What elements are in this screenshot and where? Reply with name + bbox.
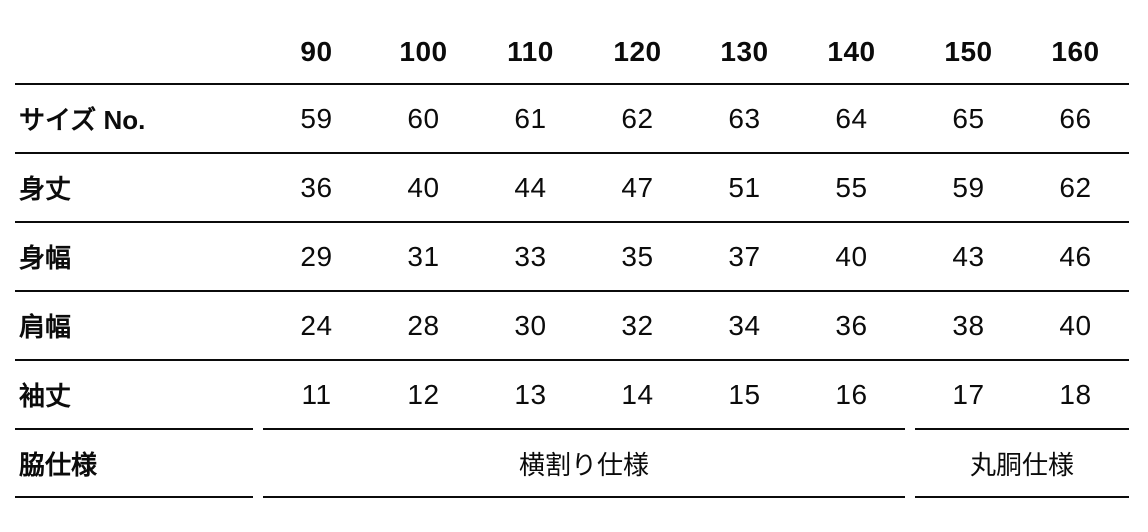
border-gap [905,291,915,361]
col-header-140: 140 [798,20,905,85]
border-gap [905,360,915,429]
cell: 51 [691,153,798,223]
cell: 60 [370,84,477,154]
cell: 30 [477,291,584,361]
cell: 44 [477,153,584,223]
cell: 40 [798,222,905,292]
border-gap [253,429,263,497]
col-header-100: 100 [370,20,477,85]
cell: 11 [263,360,370,430]
table-row-size-no: サイズ No. 59 60 61 62 63 64 65 66 [15,84,1129,154]
border-gap [905,84,915,154]
cell: 38 [915,291,1022,361]
col-header-90: 90 [263,20,370,85]
cell: 35 [584,222,691,292]
table-row-side-spec: 脇仕様 横割り仕様 丸胴仕様 [15,429,1129,498]
border-gap [253,84,263,154]
cell: 61 [477,84,584,154]
border-gap [253,153,263,223]
cell: 46 [1022,222,1129,292]
cell: 62 [1022,153,1129,223]
col-header-130: 130 [691,20,798,85]
row-label: 身幅 [15,222,253,292]
cell: 65 [915,84,1022,154]
cell: 12 [370,360,477,430]
cell: 47 [584,153,691,223]
col-header-160: 160 [1022,20,1129,85]
border-gap [905,153,915,223]
cell: 18 [1022,360,1129,430]
cell: 31 [370,222,477,292]
size-chart-page: 90 100 110 120 130 140 150 160 サイズ No. 5… [0,20,1148,532]
border-gap [905,20,915,85]
col-header-110: 110 [477,20,584,85]
cell: 36 [263,153,370,223]
row-label: 脇仕様 [15,429,253,498]
spec-group-marudou: 丸胴仕様 [915,429,1129,498]
table-row-sleeve-length: 袖丈 11 12 13 14 15 16 17 18 [15,360,1129,430]
cell: 55 [798,153,905,223]
border-gap [253,360,263,429]
border-gap [905,222,915,292]
cell: 15 [691,360,798,430]
cell: 17 [915,360,1022,430]
cell: 16 [798,360,905,430]
row-label: 肩幅 [15,291,253,361]
cell: 40 [1022,291,1129,361]
row-label: 身丈 [15,153,253,223]
cell: 28 [370,291,477,361]
cell: 63 [691,84,798,154]
row-label: サイズ No. [15,84,253,154]
cell: 14 [584,360,691,430]
border-gap [905,429,915,497]
table-row-body-width: 身幅 29 31 33 35 37 40 43 46 [15,222,1129,292]
border-gap [253,291,263,361]
spec-group-yokowari: 横割り仕様 [263,429,905,498]
size-chart-table: 90 100 110 120 130 140 150 160 サイズ No. 5… [15,20,1129,498]
border-gap [253,222,263,292]
cell: 64 [798,84,905,154]
cell: 40 [370,153,477,223]
col-header-120: 120 [584,20,691,85]
cell: 59 [263,84,370,154]
table-row-shoulder-width: 肩幅 24 28 30 32 34 36 38 40 [15,291,1129,361]
cell: 43 [915,222,1022,292]
cell: 66 [1022,84,1129,154]
cell: 62 [584,84,691,154]
header-row: 90 100 110 120 130 140 150 160 [15,20,1129,85]
cell: 34 [691,291,798,361]
cell: 33 [477,222,584,292]
cell: 29 [263,222,370,292]
cell: 37 [691,222,798,292]
cell: 24 [263,291,370,361]
table-row-body-length: 身丈 36 40 44 47 51 55 59 62 [15,153,1129,223]
cell: 13 [477,360,584,430]
col-header-150: 150 [915,20,1022,85]
cell: 36 [798,291,905,361]
border-gap [253,20,263,85]
corner-cell [15,20,253,85]
row-label: 袖丈 [15,360,253,430]
cell: 32 [584,291,691,361]
cell: 59 [915,153,1022,223]
